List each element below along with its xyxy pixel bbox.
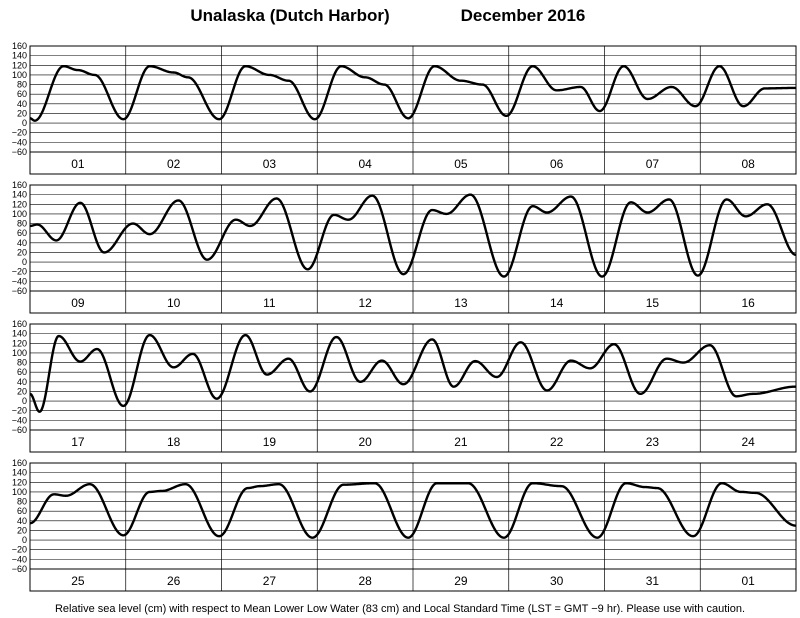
y-tick-label: −20 xyxy=(12,128,27,138)
day-label: 30 xyxy=(550,574,564,588)
y-tick-label: 100 xyxy=(12,487,27,497)
chart-subtitle: December 2016 xyxy=(461,6,586,25)
y-tick-label: 100 xyxy=(12,70,27,80)
day-label: 10 xyxy=(167,296,181,310)
day-label: 15 xyxy=(646,296,660,310)
y-tick-label: −60 xyxy=(12,286,27,296)
day-label: 19 xyxy=(263,435,277,449)
y-tick-label: 160 xyxy=(12,41,27,51)
day-label: 01 xyxy=(741,574,755,588)
panel-frame xyxy=(29,184,797,314)
y-tick-label: −60 xyxy=(12,564,27,574)
y-tick-label: 140 xyxy=(12,468,27,478)
day-label: 03 xyxy=(263,157,277,171)
y-tick-label: 0 xyxy=(22,396,27,406)
chart-footnote: Relative sea level (cm) with respect to … xyxy=(55,603,745,615)
y-tick-label: −60 xyxy=(12,425,27,435)
y-tick-label: 60 xyxy=(17,506,27,516)
chart-title: Unalaska (Dutch Harbor) xyxy=(190,6,389,25)
y-tick-label: 60 xyxy=(17,89,27,99)
day-label: 21 xyxy=(454,435,468,449)
day-label: 04 xyxy=(358,157,372,171)
y-tick-label: 60 xyxy=(17,367,27,377)
day-label: 27 xyxy=(263,574,277,588)
y-tick-label: 120 xyxy=(12,199,27,209)
y-tick-label: 60 xyxy=(17,228,27,238)
day-label: 14 xyxy=(550,296,564,310)
day-label: 24 xyxy=(741,435,755,449)
day-label: 18 xyxy=(167,435,181,449)
y-tick-label: 120 xyxy=(12,338,27,348)
y-tick-label: 100 xyxy=(12,209,27,219)
day-label: 28 xyxy=(358,574,372,588)
day-label: 06 xyxy=(550,157,564,171)
y-tick-label: 20 xyxy=(17,386,27,396)
y-tick-label: 0 xyxy=(22,257,27,267)
day-label: 23 xyxy=(646,435,660,449)
y-tick-label: −20 xyxy=(12,545,27,555)
y-tick-label: 80 xyxy=(17,80,27,90)
y-tick-label: 160 xyxy=(12,319,27,329)
y-tick-label: 0 xyxy=(22,118,27,128)
y-tick-label: 40 xyxy=(17,99,27,109)
tide-series-line xyxy=(29,333,797,413)
panel-frame xyxy=(29,323,797,453)
y-tick-label: 140 xyxy=(12,51,27,61)
day-label: 07 xyxy=(646,157,660,171)
tide-series-line xyxy=(29,193,797,278)
panel-frame xyxy=(29,462,797,592)
day-label: 13 xyxy=(454,296,468,310)
day-label: 17 xyxy=(71,435,85,449)
day-label: 02 xyxy=(167,157,181,171)
panel-frame xyxy=(29,45,797,175)
day-label: 08 xyxy=(741,157,755,171)
y-tick-label: −20 xyxy=(12,406,27,416)
y-tick-label: −20 xyxy=(12,267,27,277)
y-tick-label: −40 xyxy=(12,554,27,564)
y-tick-label: −40 xyxy=(12,276,27,286)
day-label: 05 xyxy=(454,157,468,171)
y-tick-label: 40 xyxy=(17,516,27,526)
y-tick-label: 160 xyxy=(12,458,27,468)
day-label: 31 xyxy=(646,574,660,588)
y-tick-label: 40 xyxy=(17,377,27,387)
day-label: 12 xyxy=(358,296,372,310)
y-tick-label: 140 xyxy=(12,329,27,339)
y-tick-label: −60 xyxy=(12,147,27,157)
y-tick-label: 20 xyxy=(17,108,27,118)
day-label: 26 xyxy=(167,574,181,588)
day-label: 16 xyxy=(741,296,755,310)
day-label: 11 xyxy=(263,296,276,310)
y-tick-label: 140 xyxy=(12,190,27,200)
day-label: 01 xyxy=(71,157,85,171)
y-tick-label: 120 xyxy=(12,477,27,487)
tide-series-line xyxy=(29,482,797,539)
tide-series-line xyxy=(28,65,797,122)
day-label: 20 xyxy=(358,435,372,449)
y-tick-label: −40 xyxy=(12,137,27,147)
day-label: 09 xyxy=(71,296,85,310)
y-tick-label: 160 xyxy=(12,180,27,190)
y-tick-label: 20 xyxy=(17,525,27,535)
y-tick-label: 80 xyxy=(17,497,27,507)
y-tick-label: 20 xyxy=(17,247,27,257)
day-label: 29 xyxy=(454,574,468,588)
y-tick-label: −40 xyxy=(12,415,27,425)
day-label: 22 xyxy=(550,435,564,449)
y-tick-label: 100 xyxy=(12,348,27,358)
y-tick-label: 80 xyxy=(17,219,27,229)
day-label: 25 xyxy=(71,574,85,588)
y-tick-label: 40 xyxy=(17,238,27,248)
y-tick-label: 80 xyxy=(17,358,27,368)
y-tick-label: 0 xyxy=(22,535,27,545)
y-tick-label: 120 xyxy=(12,60,27,70)
